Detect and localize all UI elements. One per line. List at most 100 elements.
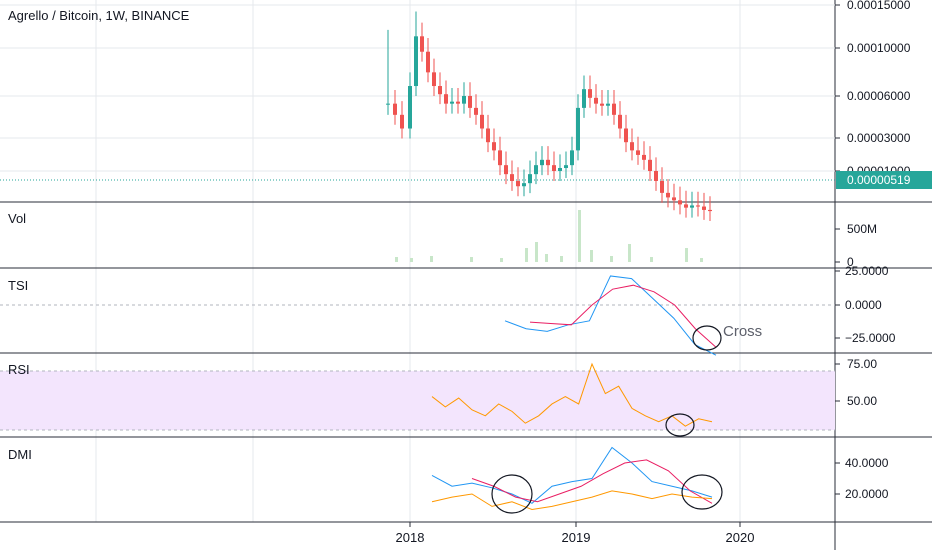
candle-body-46 xyxy=(666,192,670,198)
volume-bar-8 xyxy=(560,256,563,262)
volume-bar-11 xyxy=(610,256,613,262)
candle-body-24 xyxy=(534,165,538,175)
candle-body-33 xyxy=(588,89,592,98)
candle-body-11 xyxy=(456,101,460,104)
candle-body-49 xyxy=(684,204,688,208)
volume-bar-1 xyxy=(410,258,413,262)
candle-body-32 xyxy=(582,89,586,108)
candle-body-23 xyxy=(528,174,532,184)
vol-tick-label-1: 0 xyxy=(847,255,854,269)
rsi-circle xyxy=(665,413,695,437)
volume-bar-9 xyxy=(578,210,581,262)
candle-body-17 xyxy=(492,142,496,151)
candle-body-31 xyxy=(576,107,580,151)
candle-body-37 xyxy=(612,103,616,115)
candle-body-29 xyxy=(564,165,568,169)
rsi-tick-label-1: 50.00 xyxy=(847,394,877,408)
candle-body-28 xyxy=(558,168,562,171)
candle-body-34 xyxy=(594,97,598,104)
candle-body-19 xyxy=(504,165,508,175)
volume-bar-2 xyxy=(430,256,433,262)
price-tick-label-3: 0.00003000 xyxy=(847,131,911,145)
candle-body-48 xyxy=(678,200,682,205)
tsi-tick-label-1: 0.0000 xyxy=(845,298,882,312)
dmi-series-0 xyxy=(431,446,713,504)
vol-tick-label-0: 500M xyxy=(847,222,877,236)
candle-body-44 xyxy=(654,171,658,181)
rsi-series-0 xyxy=(431,362,713,427)
candle-body-21 xyxy=(516,180,520,187)
candle-body-8 xyxy=(438,86,442,95)
dmi-tick-label-0: 40.0000 xyxy=(845,456,889,470)
candle-body-22 xyxy=(522,183,526,187)
volume-bar-3 xyxy=(470,257,473,262)
dmi-circle-0 xyxy=(491,474,533,514)
volume-bar-14 xyxy=(685,248,688,262)
candle-body-3 xyxy=(408,86,412,129)
candle-body-1 xyxy=(393,103,397,115)
tsi-series-1 xyxy=(529,284,717,348)
x-tick-label-0: 2018 xyxy=(396,530,425,545)
volume-bar-6 xyxy=(535,242,538,262)
dmi-series-1 xyxy=(471,459,713,504)
candle-body-50 xyxy=(690,205,694,208)
volume-bar-7 xyxy=(545,254,548,262)
x-tick-label-2: 2020 xyxy=(726,530,755,545)
dmi-series-2 xyxy=(431,490,713,511)
candle-body-53 xyxy=(708,209,712,212)
dmi-tick-label-1: 20.0000 xyxy=(845,487,889,501)
rsi-tick-label-0: 75.00 xyxy=(847,357,877,371)
candle-body-36 xyxy=(606,103,610,106)
candle-body-38 xyxy=(618,114,622,129)
candle-body-25 xyxy=(540,159,544,166)
candle-body-35 xyxy=(600,103,604,106)
candle-body-30 xyxy=(570,150,574,166)
candle-body-15 xyxy=(480,114,484,129)
candle-body-13 xyxy=(468,95,472,108)
candle-body-16 xyxy=(486,128,490,143)
candle-body-14 xyxy=(474,107,478,115)
tsi-cross-circle xyxy=(692,325,722,351)
candle-body-7 xyxy=(432,72,436,87)
candle-body-43 xyxy=(648,159,652,171)
candle-body-12 xyxy=(462,95,466,104)
volume-bar-4 xyxy=(500,258,503,262)
candle-body-10 xyxy=(450,101,454,104)
volume-pane-label: Vol xyxy=(8,211,27,226)
price-tick-label-1: 0.00010000 xyxy=(847,41,911,55)
candle-body-45 xyxy=(660,180,664,193)
candle-body-9 xyxy=(444,94,448,104)
candle-body-52 xyxy=(702,206,706,210)
volume-bar-12 xyxy=(628,244,631,262)
candle-body-42 xyxy=(642,154,646,160)
tsi-tick-label-2: −25.0000 xyxy=(845,331,896,345)
candle-body-41 xyxy=(636,150,640,155)
dmi-circle-1 xyxy=(681,474,723,510)
candle-body-18 xyxy=(498,150,502,166)
volume-bar-10 xyxy=(590,250,593,262)
x-tick-label-1: 2019 xyxy=(562,530,591,545)
volume-bar-13 xyxy=(650,257,653,262)
dmi-pane-label: DMI xyxy=(8,447,32,462)
tsi-series-0 xyxy=(504,275,717,356)
price-tick-label-0: 0.00015000 xyxy=(847,0,911,12)
candle-body-47 xyxy=(672,197,676,201)
tsi-pane-label: TSI xyxy=(8,278,29,293)
chart-title: Agrello / Bitcoin, 1W, BINANCE xyxy=(8,8,190,23)
candle-body-26 xyxy=(546,159,550,166)
candle-body-39 xyxy=(624,128,628,143)
candle-body-40 xyxy=(630,142,634,151)
volume-bar-15 xyxy=(700,258,703,262)
last-price-tag: 0.00000519 xyxy=(836,171,932,189)
candle-body-5 xyxy=(420,36,424,52)
tsi-tick-label-0: 25.0000 xyxy=(845,264,889,278)
price-tick-label-2: 0.00006000 xyxy=(847,89,911,103)
volume-bar-0 xyxy=(395,257,398,262)
candle-body-51 xyxy=(696,205,700,207)
cross-annotation: Cross xyxy=(723,323,763,340)
candle-body-6 xyxy=(426,51,430,73)
candle-body-2 xyxy=(400,114,404,129)
rsi-pane-label: RSI xyxy=(8,362,30,377)
